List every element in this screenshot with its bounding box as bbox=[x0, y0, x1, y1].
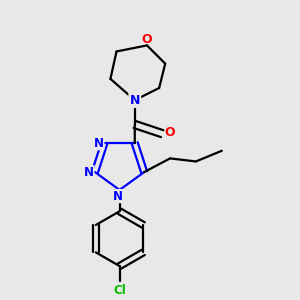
Text: N: N bbox=[130, 94, 140, 107]
Text: N: N bbox=[84, 166, 94, 178]
Text: N: N bbox=[113, 190, 123, 202]
Text: N: N bbox=[94, 137, 104, 150]
Text: Cl: Cl bbox=[113, 284, 126, 297]
Text: O: O bbox=[164, 126, 175, 139]
Text: O: O bbox=[142, 33, 152, 46]
